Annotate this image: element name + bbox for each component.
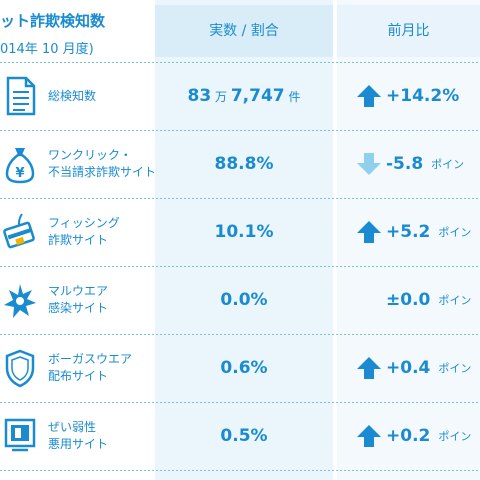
column-header-change: 前月比 [337, 5, 480, 57]
row-value: 83 万 7,747 件 [187, 86, 301, 106]
malware-burst-icon [2, 280, 38, 320]
row-divider [0, 198, 480, 199]
money-bag-icon: ¥ [2, 144, 38, 184]
row-value: 0.5% [220, 426, 268, 446]
table-row: ボーガスウエア 配布サイト 0.6% +0.4 ポイン [0, 334, 480, 402]
fishing-card-icon [2, 212, 38, 252]
row-value: 10.1% [214, 222, 274, 242]
arrow-up-icon [356, 356, 382, 380]
vulnerable-monitor-icon [2, 416, 38, 456]
row-divider [0, 266, 480, 267]
row-divider [0, 402, 480, 403]
row-value: 88.8% [214, 154, 274, 174]
change-value: +14.2% [386, 86, 460, 106]
change-unit: ポイン [431, 158, 465, 171]
row-change: +0.2 ポイン [340, 402, 480, 470]
row-label: ボーガスウエア 配布サイト [48, 352, 133, 383]
row-change: +14.2% [340, 62, 480, 130]
row-label: ワンクリック・ 不当請求詐欺サイト [48, 148, 157, 179]
shield-icon [2, 348, 38, 388]
row-change: -5.8 ポイン [340, 130, 480, 198]
arrow-up-icon [356, 84, 382, 108]
row-divider [0, 334, 480, 335]
row-value: 0.6% [220, 358, 268, 378]
row-divider [0, 470, 480, 471]
row-label: ぜい弱性 悪用サイト [48, 420, 109, 451]
table-row: 総検知数 83 万 7,747 件 +14.2% [0, 62, 480, 130]
table-row: マルウエア 感染サイト 0.0% ±0.0 ポイン [0, 266, 480, 334]
arrow-up-icon [356, 220, 382, 244]
table-row: ぜい弱性 悪用サイト 0.5% +0.2 ポイン [0, 402, 480, 470]
row-divider [0, 62, 480, 63]
table-title: ット詐欺検知数 [0, 12, 106, 30]
change-value: +0.2 [386, 426, 431, 446]
arrow-down-icon [356, 152, 382, 176]
row-label: マルウエア 感染サイト [48, 284, 109, 315]
row-change: ±0.0 ポイン [340, 266, 480, 334]
change-value: +0.4 [386, 358, 431, 378]
change-unit: ポイン [438, 226, 472, 239]
row-change: +0.4 ポイン [340, 334, 480, 402]
row-label: 総検知数 [48, 88, 97, 103]
row-change: +5.2 ポイン [340, 198, 480, 266]
change-unit: ポイン [438, 294, 472, 307]
row-value: 0.0% [220, 290, 268, 310]
document-icon [2, 76, 38, 116]
change-unit: ポイン [438, 430, 472, 443]
change-value: -5.8 [386, 154, 424, 174]
change-value: ±0.0 [386, 290, 431, 310]
arrow-up-icon [356, 424, 382, 448]
column-header-value: 実数 / 割合 [155, 5, 333, 57]
table-row: フィッシング 詐欺サイト 10.1% +5.2 ポイン [0, 198, 480, 266]
row-label: フィッシング 詐欺サイト [48, 216, 120, 247]
table-subtitle: 014年 10 月度) [0, 42, 94, 57]
change-value: +5.2 [386, 222, 431, 242]
table-row: ¥ ワンクリック・ 不当請求詐欺サイト 88.8% -5.8 ポイン [0, 130, 480, 198]
value-column-bg [155, 0, 333, 480]
change-unit: ポイン [438, 362, 472, 375]
row-divider [0, 130, 480, 131]
change-column-bg [337, 0, 480, 480]
svg-text:¥: ¥ [15, 166, 24, 181]
